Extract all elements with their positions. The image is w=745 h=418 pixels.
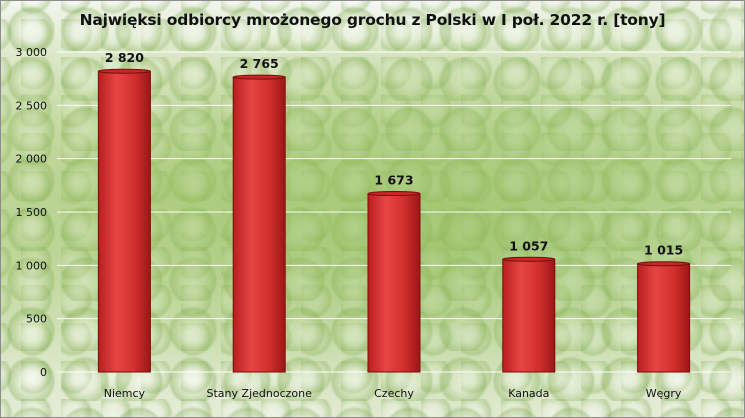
chart-title: Najwięksi odbiorcy mrożonego grochu z Po… [79,11,666,29]
data-label: 1 673 [374,173,413,188]
data-label: 2 765 [240,56,279,71]
bar-top [367,191,421,197]
bars [97,68,691,373]
bar [637,263,691,373]
bar [97,70,151,373]
bar-top [637,261,691,267]
bar-top [232,74,286,80]
labels: 2 820 Niemcy 2 765 Stany Zjednoczone 1 673 Cz… [104,50,683,400]
y-tick-label: 0 [40,366,47,379]
category-label: Kanada [508,387,549,400]
category-label: Stany Zjednoczone [207,387,313,400]
data-label: 1 057 [509,238,548,253]
y-tick-label: 500 [26,313,47,326]
y-tick-label: 1 500 [16,206,48,219]
bar-top [502,256,556,262]
category-label: Czechy [374,387,414,400]
data-label: 1 015 [644,243,683,258]
category-label: Niemcy [104,387,146,400]
y-tick-label: 2 500 [16,99,48,112]
bar [367,193,421,373]
y-tick-label: 1 000 [16,259,48,272]
bar-top [97,68,151,74]
bar [502,258,556,373]
data-label: 2 820 [105,50,144,65]
y-axis: 0 500 1 000 1 500 2 000 2 500 3 000 [16,46,48,379]
bar [232,76,286,373]
category-label: Węgry [646,387,682,400]
y-tick-label: 3 000 [16,46,48,59]
y-tick-label: 2 000 [16,153,48,166]
